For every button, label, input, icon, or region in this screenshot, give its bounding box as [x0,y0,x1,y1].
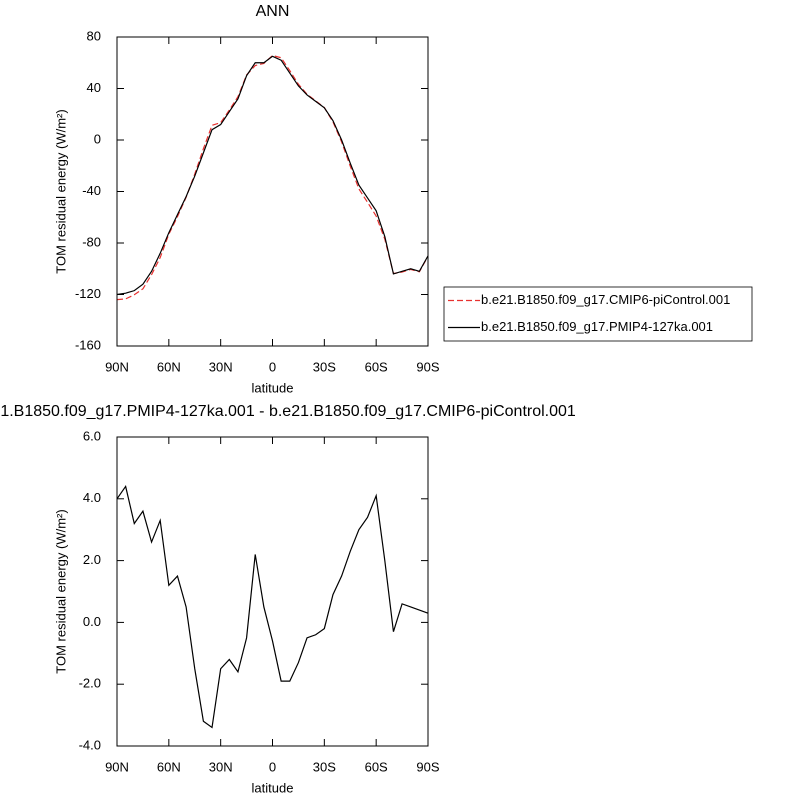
x-tick-label: 60N [157,359,181,374]
legend-label: b.e21.B1850.f09_g17.CMIP6-piControl.001 [481,292,730,307]
y-tick-label: -80 [82,234,101,249]
y-tick-label: 4.0 [83,490,101,505]
y-tick-label: 40 [87,80,101,95]
chart-title: b.e21.B1850.f09_g17.PMIP4-127ka.001 - b.… [0,403,576,420]
y-tick-label: 0 [94,131,101,146]
y-tick-label: 2.0 [83,552,101,567]
x-tick-label: 0 [269,759,276,774]
y-axis-label: TOM residual energy (W/m²) [53,109,68,273]
x-tick-label: 90N [105,359,129,374]
x-axis-label: latitude [252,780,294,795]
legend-box [443,286,753,342]
x-axis-label: latitude [252,380,294,395]
x-tick-label: 30N [209,359,233,374]
x-tick-label: 60S [365,359,388,374]
x-tick-label: 60S [365,759,388,774]
x-tick-label: 90S [416,759,439,774]
chart-title: ANN [256,3,290,20]
x-tick-label: 90N [105,759,129,774]
x-tick-label: 30S [313,359,336,374]
y-tick-label: -2.0 [79,676,101,691]
series-line [116,55,429,296]
y-tick-label: -4.0 [79,737,101,752]
x-tick-label: 60N [157,759,181,774]
y-tick-label: -120 [75,286,101,301]
x-tick-label: 0 [269,359,276,374]
x-tick-label: 30S [313,759,336,774]
y-tick-label: -160 [75,337,101,352]
series-line [116,484,429,729]
y-tick-label: 6.0 [83,428,101,443]
x-tick-label: 30N [209,759,233,774]
y-axis-label: TOM residual energy (W/m²) [53,509,68,673]
x-tick-label: 90S [416,359,439,374]
y-tick-label: 80 [87,28,101,43]
y-tick-label: 0.0 [83,614,101,629]
plot-frame [116,436,429,747]
legend-label: b.e21.B1850.f09_g17.PMIP4-127ka.001 [481,319,713,334]
series-line [116,54,429,301]
y-tick-label: -40 [82,183,101,198]
plot-frame [116,36,429,347]
